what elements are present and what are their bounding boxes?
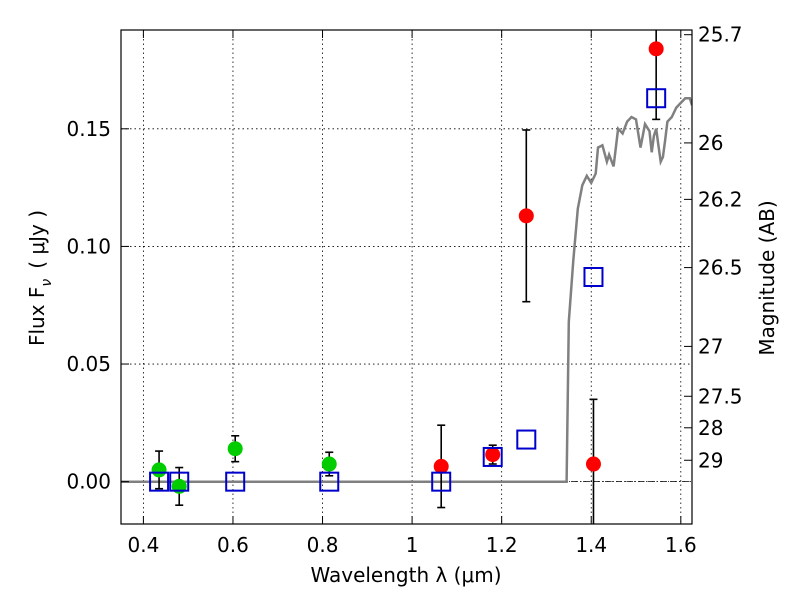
x-tick-label: 0.6 (217, 533, 249, 557)
x-tick-label: 1.6 (665, 533, 697, 557)
y2-tick-label: 26.5 (698, 256, 743, 280)
data-point (433, 458, 449, 474)
model-photometry-square (646, 88, 667, 109)
y-tick-label: 0.10 (66, 234, 111, 258)
y2-tick-label: 29 (698, 448, 723, 472)
x-tick-label: 1.2 (486, 533, 518, 557)
plot-content (121, 30, 692, 524)
y-axis-label-subscript: ν (39, 279, 55, 287)
plot-frame (120, 29, 693, 525)
y2-tick-label: 27 (698, 334, 723, 358)
model-photometry-square (482, 446, 503, 467)
data-point (585, 456, 601, 472)
y-axis-label-unit: ( μJy ) (25, 210, 49, 269)
y2-tick-label: 26.2 (698, 187, 743, 211)
y-tick-label: 0.15 (66, 117, 111, 141)
model-photometry-square (583, 267, 604, 287)
y2-tick-label: 26 (698, 131, 723, 155)
axes: 0.4 0.6 0.8 1 1.2 1.4 1.6 0.00 0.05 0.10 0.15 25.7 2… (66, 23, 742, 557)
data-point (321, 456, 337, 472)
model-photometry-square (319, 471, 340, 492)
y-axis-label: Flux Fν ( μJy ) (25, 210, 55, 346)
data-point (648, 41, 664, 57)
y-axis-label-group: Flux Fν ( μJy ) (25, 210, 55, 346)
model-photometry-square (169, 471, 190, 492)
y-tick-label: 0.05 (66, 352, 111, 376)
data-point (151, 462, 167, 478)
model-spectrum-line (121, 96, 692, 483)
plot-area (121, 30, 692, 524)
model-photometry-square (149, 471, 170, 492)
x-axis-label: Wavelength λ (μm) (310, 563, 501, 587)
y2-tick-label: 25.7 (698, 23, 743, 47)
model-photometry-square (431, 471, 452, 492)
data-point (518, 208, 534, 224)
x-tick-label: 0.4 (127, 533, 159, 557)
y2-axis-label: Magnitude (AB) (755, 200, 779, 355)
y-axis-label-main: Flux F (25, 287, 49, 346)
axis-labels: Wavelength λ (μm) Flux Fν ( μJy ) Magnitu… (25, 200, 779, 587)
model-photometry-square (225, 471, 246, 492)
y-tick-label: 0.00 (66, 470, 111, 494)
x-tick-label: 1 (406, 533, 419, 557)
x-tick-label: 0.8 (307, 533, 339, 557)
data-point (485, 447, 501, 463)
data-point (227, 441, 243, 457)
x-tick-label: 1.4 (575, 533, 607, 557)
y2-tick-label: 28 (698, 416, 723, 440)
model-photometry-square (516, 429, 537, 450)
y2-tick-label: 27.5 (698, 384, 743, 408)
